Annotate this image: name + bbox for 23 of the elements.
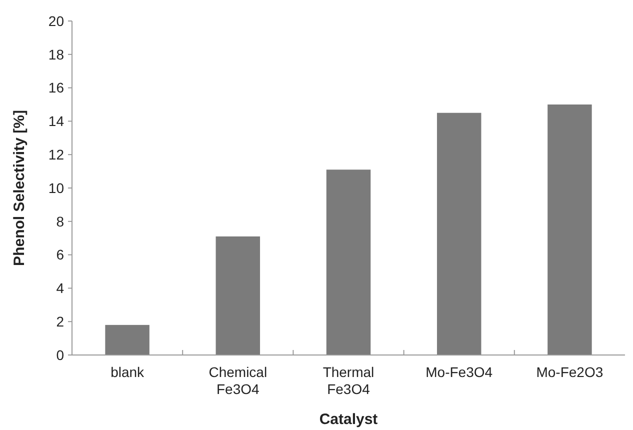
y-axis-title: Phenol Selectivity [%]	[11, 110, 28, 266]
bar	[105, 324, 150, 355]
y-tick-label: 20	[48, 12, 64, 29]
y-tick-label: 4	[56, 280, 64, 296]
x-tick-label: blank	[110, 364, 146, 380]
x-tick-label: Mo-Fe2O3	[536, 364, 604, 380]
y-tick-label: 0	[56, 346, 64, 363]
y-tick-label: 2	[56, 314, 64, 330]
x-tick-label: Chemical Fe3O4	[208, 364, 268, 397]
x-axis-title: Catalyst	[319, 411, 378, 428]
y-tick-label: 6	[56, 246, 64, 263]
y-tick-label: 8	[56, 213, 64, 230]
y-tick-label: 14	[48, 113, 64, 130]
bar	[326, 170, 371, 355]
bar	[548, 104, 592, 355]
y-tick-label: 12	[48, 146, 64, 162]
x-tick-label: Mo-Fe3O4	[426, 364, 493, 380]
x-tick-label: Thermal Fe3O4	[322, 364, 374, 397]
y-tick-label: 10	[48, 180, 64, 196]
y-tick-label: 16	[48, 80, 64, 96]
bar	[216, 236, 260, 355]
bar	[436, 112, 482, 355]
y-tick-label: 18	[48, 46, 64, 62]
